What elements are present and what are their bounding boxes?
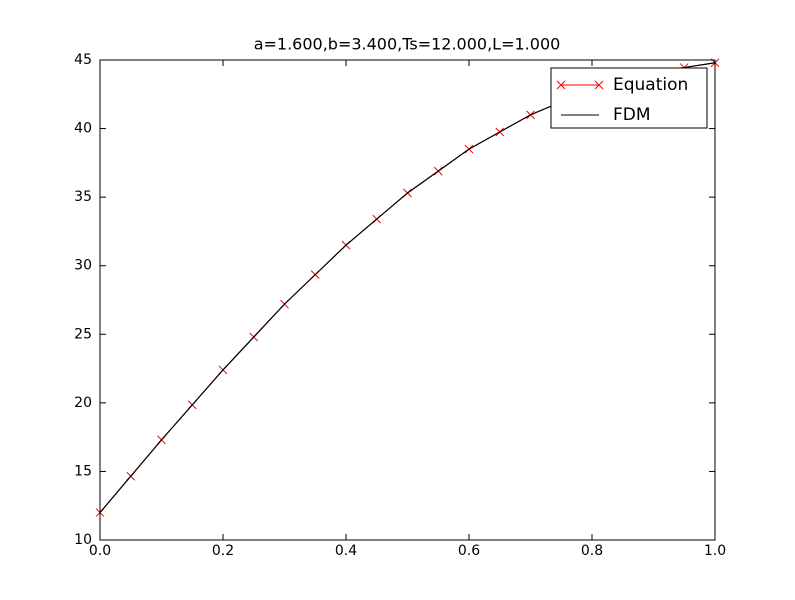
- x-tick-label: 0.6: [458, 543, 480, 559]
- x-tick-label: 0.4: [335, 543, 357, 559]
- legend-label: Equation: [613, 75, 688, 95]
- y-tick-label: 25: [74, 326, 92, 342]
- x-tick-label: 1.0: [704, 543, 726, 559]
- y-tick-label: 20: [74, 395, 92, 411]
- legend-marker: [556, 80, 566, 90]
- x-tick-label: 0.2: [212, 543, 234, 559]
- legend-label: FDM: [613, 105, 651, 125]
- chart-title: a=1.600,b=3.400,Ts=12.000,L=1.000: [254, 35, 561, 54]
- y-tick-label: 15: [74, 463, 92, 479]
- plot-frame: [99, 59, 716, 541]
- x-tick-label: 0.0: [89, 543, 111, 559]
- y-tick-label: 30: [74, 258, 92, 274]
- y-tick-label: 45: [74, 52, 92, 68]
- y-tick-label: 10: [74, 532, 92, 548]
- legend-marker: [594, 80, 604, 90]
- y-tick-label: 40: [74, 121, 92, 137]
- legend-box: [550, 67, 708, 129]
- x-tick-label: 0.8: [581, 543, 603, 559]
- y-tick-label: 35: [74, 189, 92, 205]
